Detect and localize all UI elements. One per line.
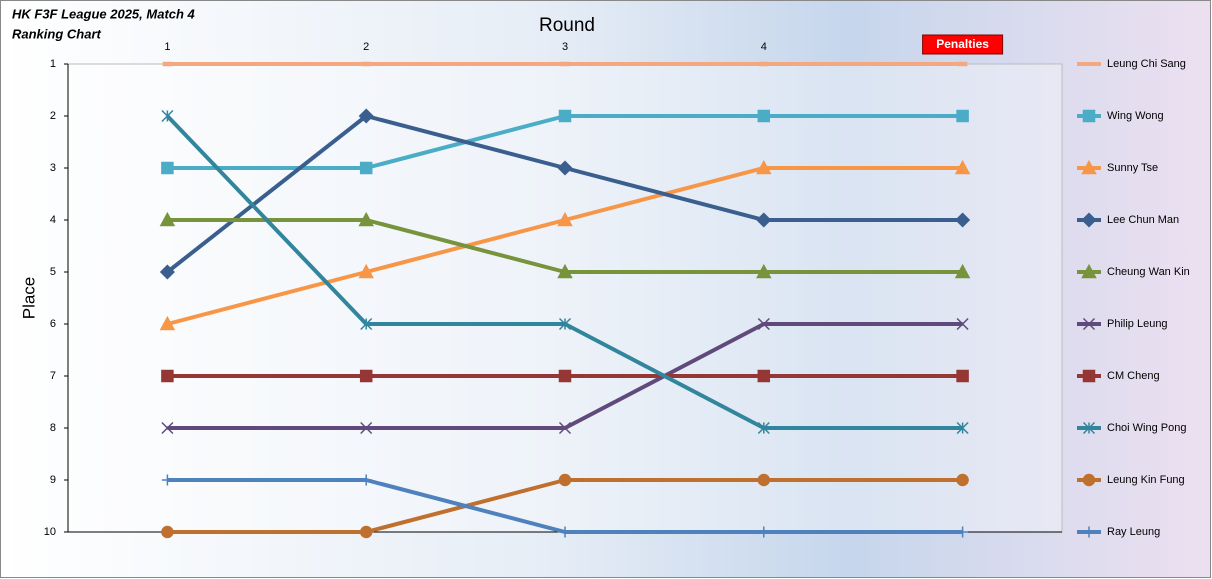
point-marker: [956, 421, 969, 435]
point-marker: [956, 109, 969, 123]
legend-marker: [1083, 526, 1095, 538]
y-tick-label: 6: [50, 318, 56, 330]
plot-area: [67, 63, 1063, 533]
point-marker: [954, 159, 971, 175]
point-marker: [557, 160, 573, 176]
point-marker: [957, 61, 968, 67]
point-marker: [361, 61, 371, 67]
point-marker: [161, 525, 174, 539]
point-marker: [359, 161, 373, 175]
point-marker: [956, 317, 969, 331]
point-marker: [757, 473, 771, 487]
point-marker: [757, 369, 771, 383]
legend-marker: [1082, 317, 1096, 331]
point-marker: [162, 61, 173, 67]
point-marker: [359, 369, 373, 383]
point-marker: [359, 525, 373, 539]
legend-label: Wing Wong: [1107, 110, 1164, 122]
y-tick-label: 4: [50, 214, 56, 226]
point-marker: [756, 159, 772, 175]
x-tick-label: Penalties: [936, 37, 989, 51]
point-marker: [759, 61, 769, 67]
y-tick-label: 2: [50, 110, 56, 122]
legend-marker: [1082, 421, 1096, 435]
point-marker: [560, 61, 570, 67]
point-marker: [957, 526, 969, 538]
point-marker: [954, 263, 971, 279]
legend-label: Leung Kin Fung: [1107, 474, 1185, 486]
legend-label: Sunny Tse: [1107, 162, 1158, 174]
point-marker: [557, 211, 573, 227]
point-marker: [559, 526, 571, 538]
point-marker: [558, 421, 572, 435]
y-axis-title: Place: [19, 277, 38, 320]
y-tick-label: 3: [50, 162, 56, 174]
point-marker: [161, 369, 174, 383]
point-marker: [360, 421, 373, 435]
y-tick-label: 10: [44, 526, 56, 538]
legend-marker: [1082, 109, 1096, 123]
legend-label: Choi Wing Pong: [1107, 422, 1187, 434]
penalties-badge: [922, 34, 1004, 55]
legend-marker: [1082, 369, 1096, 383]
chart-title: HK F3F League 2025, Match 4: [12, 6, 196, 21]
point-marker: [558, 317, 572, 331]
y-tick-label: 9: [50, 474, 56, 486]
chart-subtitle: Ranking Chart: [12, 26, 102, 41]
point-marker: [558, 109, 572, 123]
legend-label: Lee Chun Man: [1107, 214, 1179, 226]
point-marker: [558, 473, 572, 487]
point-marker: [358, 108, 374, 124]
point-marker: [360, 317, 373, 331]
legend-label: Cheung Wan Kin: [1107, 266, 1190, 278]
point-marker: [161, 161, 174, 175]
point-marker: [558, 369, 572, 383]
x-tick-label: 1: [164, 41, 170, 53]
point-marker: [757, 109, 771, 123]
y-tick-label: 5: [50, 266, 56, 278]
point-marker: [161, 421, 174, 435]
legend-label: CM Cheng: [1107, 370, 1160, 382]
legend-marker: [1082, 473, 1096, 487]
point-marker: [159, 211, 176, 227]
point-marker: [757, 421, 770, 435]
legend-marker: [1081, 263, 1097, 279]
legend-label: Leung Chi Sang: [1107, 58, 1186, 70]
x-tick-label: 4: [761, 41, 767, 53]
x-axis-title: Round: [539, 15, 595, 36]
point-marker: [358, 211, 374, 227]
point-marker: [161, 109, 174, 123]
point-marker: [956, 369, 969, 383]
point-marker: [161, 474, 173, 486]
point-marker: [757, 317, 770, 331]
point-marker: [358, 263, 374, 279]
point-marker: [360, 474, 372, 486]
point-marker: [756, 212, 772, 228]
legend-marker: [1081, 212, 1097, 228]
legend-label: Philip Leung: [1107, 318, 1168, 330]
y-tick-label: 1: [50, 58, 56, 70]
point-marker: [756, 263, 772, 279]
point-marker: [758, 526, 770, 538]
x-tick-label: 2: [363, 41, 369, 53]
point-marker: [956, 473, 969, 487]
y-tick-label: 8: [50, 422, 56, 434]
y-tick-label: 7: [50, 370, 56, 382]
point-marker: [159, 264, 175, 280]
point-marker: [557, 263, 573, 279]
point-marker: [955, 212, 971, 228]
x-tick-label: 3: [562, 41, 568, 53]
legend-label: Ray Leung: [1107, 526, 1160, 538]
point-marker: [159, 315, 176, 331]
legend-marker: [1081, 159, 1097, 175]
